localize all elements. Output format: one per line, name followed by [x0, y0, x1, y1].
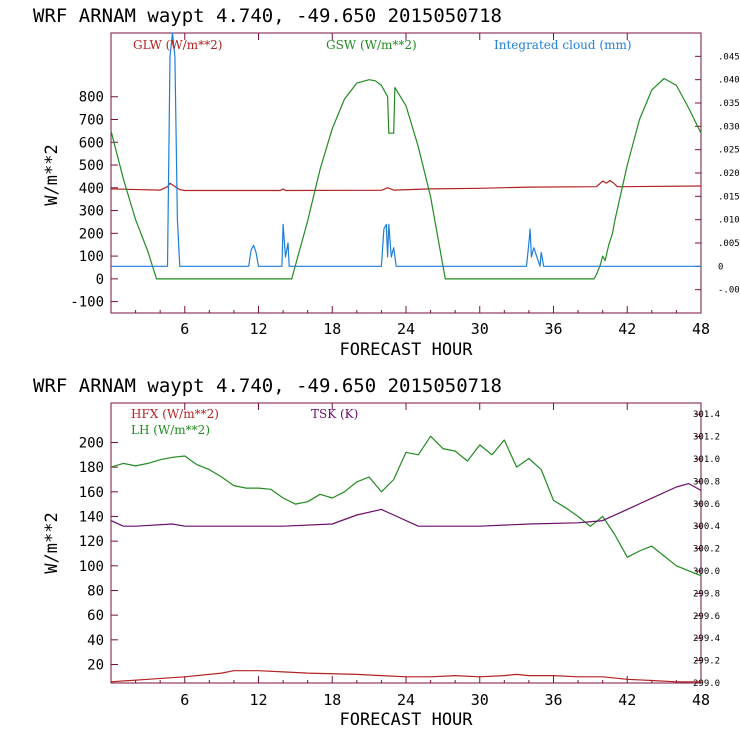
x-tick-label: 24 — [397, 320, 415, 338]
legend-entry: TSK (K) — [311, 407, 358, 421]
right-tick-label: .025 — [718, 146, 740, 156]
right-tick-label: 300.6 — [693, 500, 720, 510]
y-axis-label: W/m**2 — [42, 144, 62, 205]
panel-1-title: WRF ARNAM waypt 4.740, -49.650 201505071… — [33, 5, 502, 27]
right-tick-label: 300.2 — [693, 545, 720, 555]
right-tick-label: 299.0 — [693, 679, 720, 689]
x-tick-label: 48 — [692, 320, 710, 338]
y-tick-label: 0 — [96, 272, 104, 288]
series-line-glw — [110, 179, 702, 192]
x-tick-label: 18 — [323, 691, 341, 709]
right-tick-label: 300.4 — [693, 522, 720, 532]
right-tick-label: 0 — [718, 262, 723, 272]
x-tick-label: 12 — [249, 691, 267, 709]
right-tick-label: 299.6 — [693, 612, 720, 622]
x-axis-label: FORECAST HOUR — [339, 710, 473, 730]
y-axis-label: W/m**2 — [42, 512, 62, 573]
x-tick-label: 6 — [180, 691, 189, 709]
x-tick-label: 18 — [323, 320, 341, 338]
series-line-hfx — [110, 670, 701, 683]
legend-entry: HFX (W/m**2) — [131, 407, 219, 421]
y-tick-label: 600 — [79, 135, 104, 151]
right-tick-label: 299.8 — [693, 589, 720, 599]
y-tick-label: 800 — [79, 90, 104, 106]
y-tick-label: 100 — [79, 249, 104, 265]
legend-entry: Integrated cloud (mm) — [494, 38, 632, 52]
right-tick-label: -.005 — [718, 286, 740, 296]
y-tick-label: 300 — [79, 204, 104, 220]
right-tick-label: 300.8 — [693, 477, 720, 487]
legend-entry: GSW (W/m**2) — [326, 38, 417, 52]
right-tick-label: .030 — [718, 122, 740, 132]
y-tick-label: 20 — [87, 657, 104, 673]
right-tick-label: 301.4 — [693, 410, 720, 420]
series-line-integrated — [111, 32, 701, 267]
right-tick-label: 299.4 — [693, 634, 720, 644]
x-tick-label: 30 — [471, 691, 489, 709]
right-tick-label: .005 — [718, 239, 740, 249]
right-tick-label: .015 — [718, 192, 740, 202]
y-tick-label: 500 — [79, 158, 104, 174]
right-tick-label: .020 — [718, 169, 740, 179]
series-line-lh — [110, 435, 702, 577]
y-tick-label: 160 — [79, 485, 104, 501]
panel-1-frame — [110, 32, 702, 314]
series-line-tsk — [110, 483, 702, 527]
right-tick-label: .040 — [718, 76, 740, 86]
y-tick-label: 140 — [79, 509, 104, 525]
x-axis-label: FORECAST HOUR — [339, 340, 473, 360]
y-tick-label: 200 — [79, 226, 104, 242]
legend-entry: LH (W/m**2) — [131, 423, 210, 437]
right-tick-label: 300.0 — [693, 567, 720, 577]
right-tick-label: 301.0 — [693, 455, 720, 465]
panel-2-title: WRF ARNAM waypt 4.740, -49.650 201505071… — [33, 375, 502, 397]
y-tick-label: 40 — [87, 633, 104, 649]
right-tick-label: .035 — [718, 99, 740, 109]
x-tick-label: 6 — [180, 320, 189, 338]
right-tick-label: 301.2 — [693, 433, 720, 443]
x-tick-label: 36 — [544, 691, 562, 709]
y-tick-label: 180 — [79, 460, 104, 476]
y-tick-label: 400 — [79, 181, 104, 197]
series-line-gsw — [110, 77, 702, 280]
right-tick-label: .045 — [718, 52, 740, 62]
y-tick-label: -100 — [70, 295, 104, 311]
legend-entry: GLW (W/m**2) — [133, 38, 222, 52]
y-tick-label: 100 — [79, 559, 104, 575]
y-tick-label: 200 — [79, 435, 104, 451]
x-tick-label: 30 — [471, 320, 489, 338]
x-tick-label: 42 — [618, 691, 636, 709]
x-tick-label: 24 — [397, 691, 415, 709]
right-tick-label: 299.2 — [693, 657, 720, 667]
y-tick-label: 60 — [87, 608, 104, 624]
y-tick-label: 700 — [79, 113, 104, 129]
right-tick-label: .010 — [718, 216, 740, 226]
panel-2-frame — [110, 402, 702, 684]
x-tick-label: 12 — [249, 320, 267, 338]
x-tick-label: 36 — [544, 320, 562, 338]
x-tick-label: 42 — [618, 320, 636, 338]
x-tick-label: 48 — [692, 691, 710, 709]
y-tick-label: 80 — [87, 583, 104, 599]
y-tick-label: 120 — [79, 534, 104, 550]
